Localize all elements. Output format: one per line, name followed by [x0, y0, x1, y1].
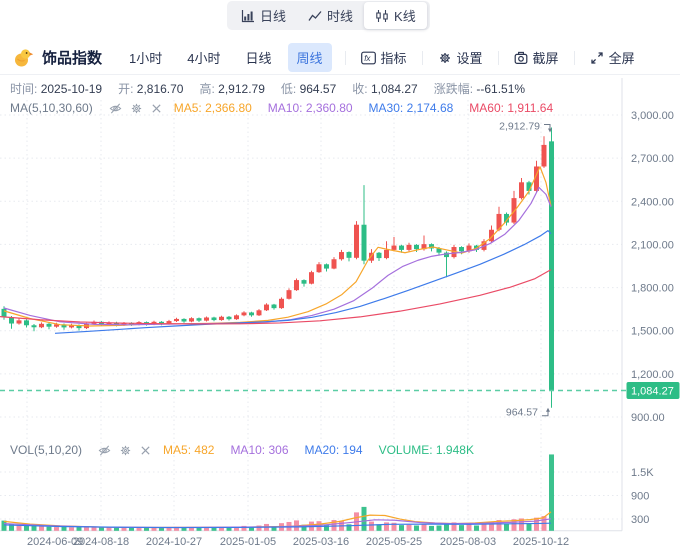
svg-text:2025-10-12: 2025-10-12 — [513, 536, 569, 548]
chart-type-tabbar: 日线 时线 K线 — [227, 1, 430, 30]
svg-text:300: 300 — [631, 514, 649, 526]
vol-ma10-value: MA10: 306 — [230, 443, 289, 457]
ohlc-change: 涨跌幅: --61.51% — [433, 82, 526, 96]
ma-group-title: MA(5,10,30,60) — [10, 101, 93, 115]
ma5-value: MA5: 2,366.80 — [173, 101, 252, 115]
vol-ma5-value: MA5: 482 — [163, 443, 215, 457]
svg-text:1,200.00: 1,200.00 — [631, 369, 674, 381]
close-icon[interactable] — [151, 103, 162, 114]
svg-text:3,000.00: 3,000.00 — [631, 110, 674, 122]
screenshot-button[interactable]: 截屏 — [505, 43, 568, 72]
interval-weekly[interactable]: 周线 — [287, 43, 332, 72]
svg-text:2025-01-05: 2025-01-05 — [220, 536, 276, 548]
ma-info-bar: MA(5,10,30,60) MA5: — [10, 101, 569, 115]
gear-icon[interactable] — [130, 102, 143, 115]
svg-text:2024-06-09: 2024-06-09 — [27, 536, 83, 548]
svg-text:1,800.00: 1,800.00 — [631, 283, 674, 295]
tab-kline-label: K线 — [394, 9, 416, 24]
fullscreen-button[interactable]: 全屏 — [581, 43, 644, 72]
svg-text:2025-03-16: 2025-03-16 — [293, 536, 349, 548]
toolbar-divider — [421, 50, 423, 65]
toolbar-divider — [344, 50, 346, 65]
svg-text:2025-08-03: 2025-08-03 — [440, 536, 496, 548]
svg-text:2024-10-27: 2024-10-27 — [146, 536, 202, 548]
tab-daily-line-label: 日线 — [260, 9, 287, 24]
ohlc-high: 高: 2,912.79 — [199, 82, 265, 96]
svg-text:2024-08-18: 2024-08-18 — [73, 536, 129, 548]
svg-text:1,084.27: 1,084.27 — [631, 386, 674, 398]
interval-1h[interactable]: 1小时 — [129, 51, 163, 66]
toolbar-divider — [497, 50, 499, 65]
fullscreen-icon — [590, 51, 603, 64]
ohlc-low: 低: 964.57 — [280, 82, 337, 96]
ma60-value: MA60: 1,911.64 — [469, 101, 554, 115]
ma10-value: MA10: 2,360.80 — [267, 101, 353, 115]
gear-icon[interactable] — [119, 444, 132, 457]
settings-label: 设置 — [456, 51, 483, 66]
indicator-button[interactable]: fx 指标 — [352, 43, 416, 72]
camera-icon — [514, 51, 527, 64]
svg-text:1.5K: 1.5K — [631, 467, 654, 479]
svg-text:2,400.00: 2,400.00 — [631, 196, 674, 208]
tab-time-line-chart[interactable]: 时线 — [297, 2, 364, 29]
svg-text:964.57: 964.57 — [506, 407, 538, 419]
line-chart-icon — [308, 10, 322, 21]
bar-chart-icon — [241, 9, 254, 22]
svg-text:2,912.79: 2,912.79 — [499, 121, 540, 133]
tab-kline-chart[interactable]: K线 — [364, 2, 427, 29]
tab-time-line-label: 时线 — [327, 9, 354, 24]
vol-ma20-value: MA20: 194 — [304, 443, 363, 457]
volume-info-bar: VOL(5,10,20) MA5: 4 — [10, 443, 490, 457]
symbol-title: 饰品指数 — [42, 50, 103, 67]
candlestick-icon — [376, 9, 388, 22]
ohlc-info-bar: 时间: 2025-10-19 开: 2,816.70 高: 2,912.79 低… — [10, 80, 541, 97]
ma30-value: MA30: 2,174.68 — [368, 101, 454, 115]
svg-text:2025-05-25: 2025-05-25 — [366, 536, 422, 548]
indicator-label: 指标 — [380, 51, 407, 66]
vol-group-title: VOL(5,10,20) — [10, 443, 83, 457]
screenshot-label: 截屏 — [532, 51, 559, 66]
interval-4h[interactable]: 4小时 — [187, 51, 221, 66]
eye-off-icon[interactable] — [109, 102, 122, 115]
eye-off-icon[interactable] — [98, 444, 111, 457]
svg-text:900.00: 900.00 — [631, 412, 665, 424]
gear-icon — [439, 52, 450, 63]
tab-daily-line-chart[interactable]: 日线 — [230, 2, 297, 29]
settings-button[interactable]: 设置 — [429, 43, 492, 72]
vol-indicator-controls — [98, 444, 151, 457]
close-icon[interactable] — [140, 445, 151, 456]
logo-duck-icon — [15, 48, 34, 66]
svg-text:2,100.00: 2,100.00 — [631, 239, 674, 251]
fx-indicator-icon: fx — [360, 51, 376, 64]
svg-text:2,700.00: 2,700.00 — [631, 153, 674, 165]
svg-text:900: 900 — [631, 491, 649, 503]
ohlc-close: 收: 1,084.27 — [352, 82, 418, 96]
ohlc-time: 时间: 2025-10-19 — [10, 82, 103, 96]
interval-daily[interactable]: 日线 — [245, 51, 272, 66]
main-toolbar: 饰品指数 1小时 4小时 日线 周线 fx 指标 — [0, 41, 680, 75]
svg-text:1,500.00: 1,500.00 — [631, 326, 674, 338]
volume-value: VOLUME: 1.948K — [378, 443, 474, 457]
toolbar-divider — [573, 50, 575, 65]
fullscreen-label: 全屏 — [608, 51, 635, 66]
svg-text:fx: fx — [364, 54, 371, 63]
ma-indicator-controls — [109, 102, 162, 115]
ohlc-open: 开: 2,816.70 — [118, 82, 184, 96]
